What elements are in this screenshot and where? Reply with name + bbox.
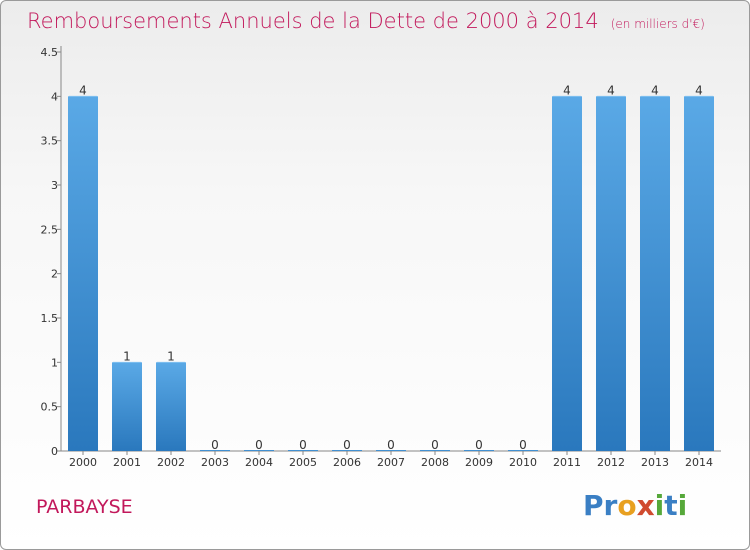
x-tick-label: 2005: [289, 456, 317, 469]
logo-letter: t: [664, 489, 678, 522]
y-tick-label: 4: [51, 90, 58, 103]
y-tick-label: 2.5: [41, 223, 59, 236]
bar: [464, 450, 494, 451]
bar: [332, 450, 362, 451]
commune-name: PARBAYSE: [36, 496, 133, 518]
data-label: 0: [343, 438, 351, 452]
proxiti-logo: Proxiti: [583, 489, 687, 522]
x-tick-label: 2014: [685, 456, 713, 469]
data-label: 4: [563, 83, 571, 97]
chart-title: Remboursements Annuels de la Dette de 20…: [27, 9, 705, 33]
x-tick-label: 2010: [509, 456, 537, 469]
data-label: 4: [651, 83, 659, 97]
bar: [376, 450, 406, 451]
bar: [596, 96, 626, 451]
data-label: 4: [695, 83, 703, 97]
chart-unit: (en milliers d'€): [610, 17, 705, 31]
x-tick-label: 2011: [553, 456, 581, 469]
data-label: 0: [299, 438, 307, 452]
bar: [508, 450, 538, 451]
x-tick-label: 2003: [201, 456, 229, 469]
logo-letter: P: [583, 489, 604, 522]
x-tick-label: 2002: [157, 456, 185, 469]
bar: [640, 96, 670, 451]
data-label: 4: [607, 83, 615, 97]
bar: [288, 450, 318, 451]
x-tick-label: 2008: [421, 456, 449, 469]
bar: [68, 96, 98, 451]
data-label: 0: [519, 438, 527, 452]
x-tick-label: 2000: [69, 456, 97, 469]
x-tick-label: 2004: [245, 456, 273, 469]
data-label: 0: [431, 438, 439, 452]
y-tick-label: 2: [51, 268, 58, 281]
y-tick-label: 0: [51, 445, 58, 458]
y-tick-label: 4.5: [41, 46, 59, 59]
y-tick-label: 1.5: [41, 312, 59, 325]
logo-letter: x: [636, 489, 655, 522]
data-label: 1: [167, 349, 175, 363]
x-tick-label: 2009: [465, 456, 493, 469]
data-label: 0: [387, 438, 395, 452]
logo-letter: o: [617, 489, 637, 522]
x-tick-label: 2007: [377, 456, 405, 469]
x-tick-label: 2013: [641, 456, 669, 469]
x-tick-label: 2006: [333, 456, 361, 469]
y-tick-label: 0.5: [41, 401, 59, 414]
bar: [112, 362, 142, 451]
bar: [420, 450, 450, 451]
data-label: 0: [211, 438, 219, 452]
chart-title-text: Remboursements Annuels de la Dette de 20…: [27, 9, 599, 33]
x-tick-label: 2012: [597, 456, 625, 469]
y-tick-label: 1: [51, 356, 58, 369]
data-label: 4: [79, 83, 87, 97]
bar: [684, 96, 714, 451]
bar: [156, 362, 186, 451]
y-tick-label: 3: [51, 179, 58, 192]
bar: [200, 450, 230, 451]
y-tick-label: 3.5: [41, 135, 59, 148]
data-label: 1: [123, 349, 131, 363]
data-label: 0: [475, 438, 483, 452]
logo-letter: i: [654, 489, 665, 522]
x-tick-label: 2001: [113, 456, 141, 469]
bar: [244, 450, 274, 451]
logo-letter: i: [677, 489, 688, 522]
bar: [552, 96, 582, 451]
data-label: 0: [255, 438, 263, 452]
logo-letter: r: [603, 489, 618, 522]
